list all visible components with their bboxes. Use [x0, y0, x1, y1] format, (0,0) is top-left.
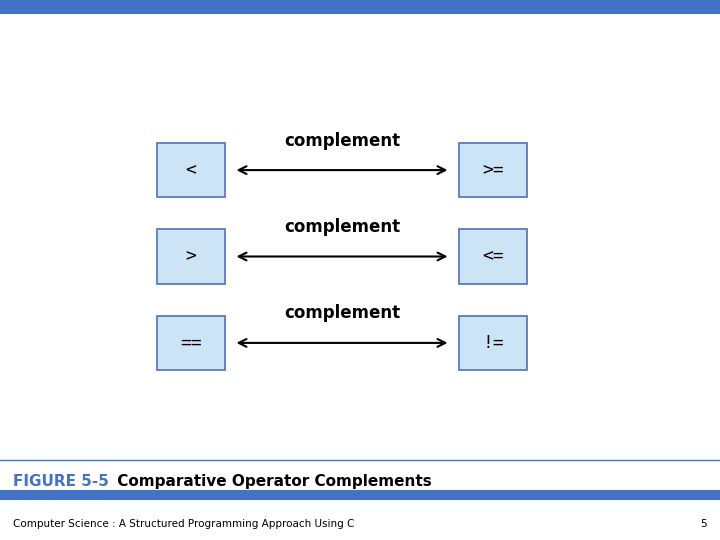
Text: Comparative Operator Complements: Comparative Operator Complements	[112, 474, 431, 489]
Bar	[0, 490, 720, 500]
Text: >: >	[185, 247, 197, 266]
Bar	[459, 230, 528, 284]
Bar	[157, 316, 225, 370]
Text: Computer Science : A Structured Programming Approach Using C: Computer Science : A Structured Programm…	[13, 519, 354, 529]
Text: <: <	[185, 161, 197, 179]
Text: FIGURE 5-5: FIGURE 5-5	[13, 474, 109, 489]
Text: 5: 5	[701, 519, 707, 529]
Text: !=: !=	[482, 334, 504, 352]
Text: >=: >=	[482, 161, 504, 179]
Text: <=: <=	[482, 247, 504, 266]
Text: complement: complement	[284, 218, 400, 236]
Bar	[157, 230, 225, 284]
Bar	[157, 143, 225, 197]
Bar	[0, 0, 720, 14]
Text: complement: complement	[284, 132, 400, 150]
Bar	[459, 143, 528, 197]
Text: ==: ==	[180, 334, 202, 352]
Bar	[459, 316, 528, 370]
Text: complement: complement	[284, 305, 400, 322]
